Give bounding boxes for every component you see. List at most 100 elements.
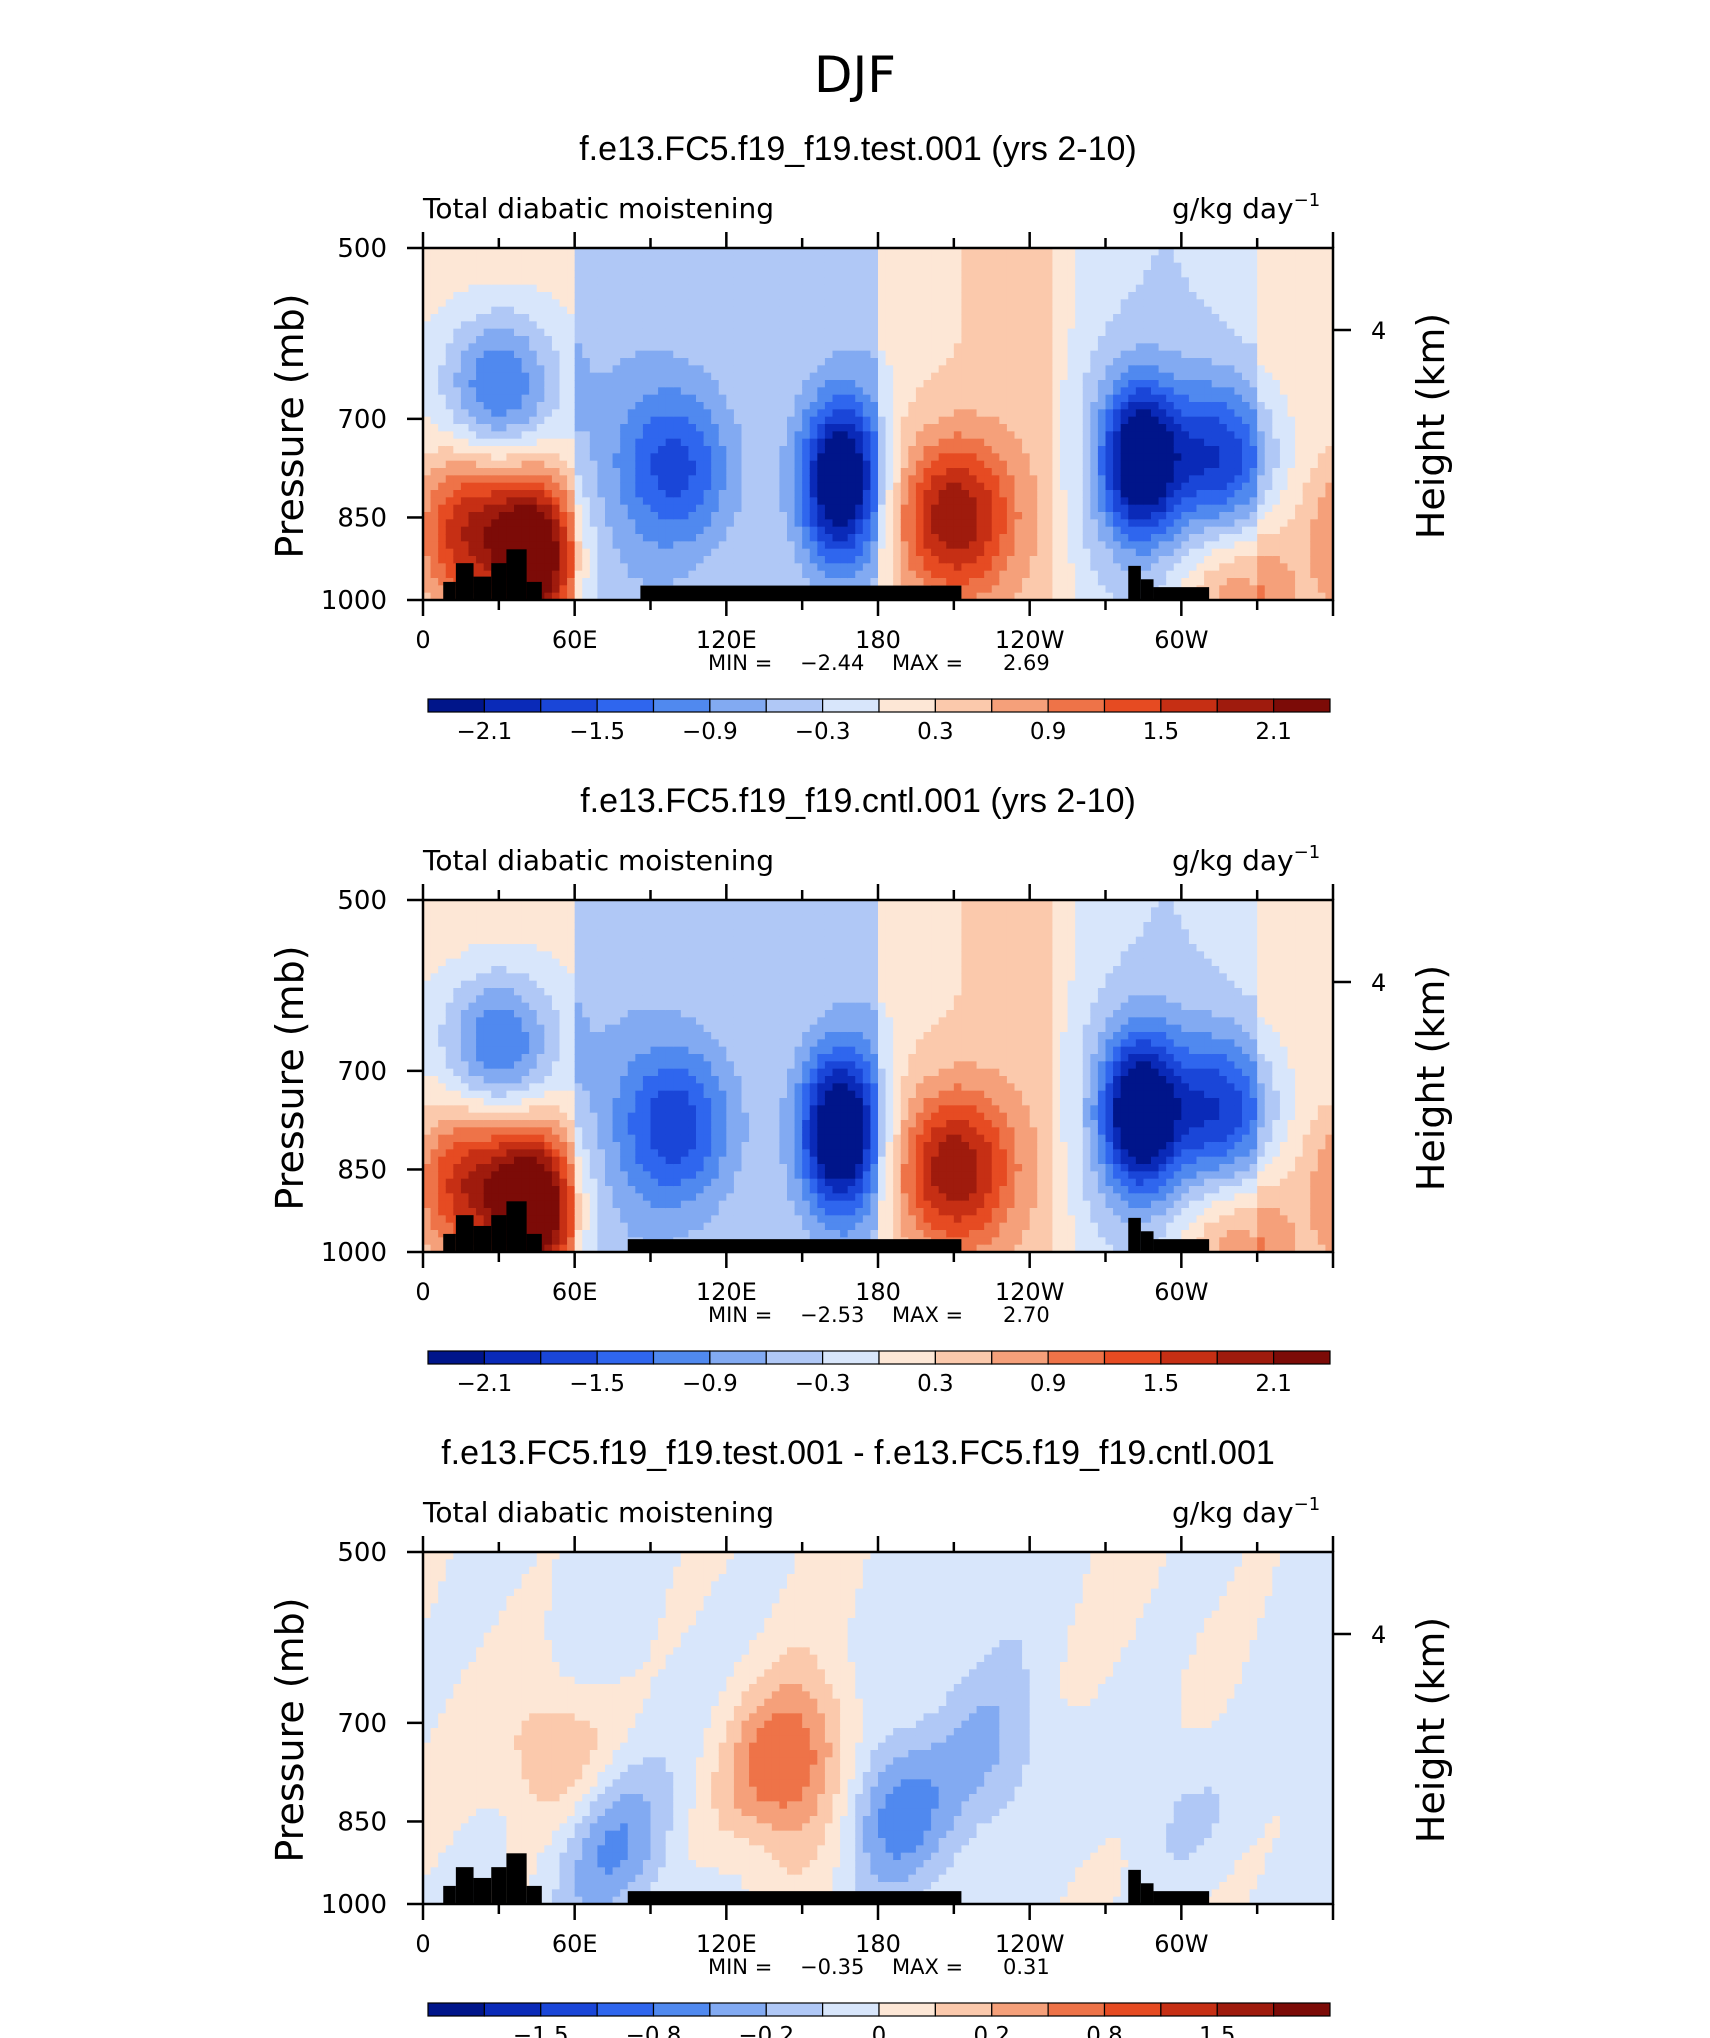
- field-cell: [878, 468, 887, 476]
- field-cell: [1097, 592, 1107, 601]
- field-cell: [1090, 475, 1099, 484]
- field-cell: [468, 519, 477, 528]
- field-cell: [771, 306, 781, 315]
- field-cell: [1105, 350, 1114, 359]
- field-cell: [1113, 394, 1122, 403]
- field-cell: [999, 512, 1008, 520]
- field-cell: [1060, 277, 1069, 286]
- field-cell: [976, 255, 985, 264]
- field-cell: [862, 321, 872, 330]
- field-cell: [908, 306, 917, 315]
- field-cell: [794, 248, 803, 256]
- field-cell: [506, 402, 515, 410]
- field-cell: [764, 387, 773, 396]
- field-cell: [1166, 438, 1175, 447]
- field-cell: [1113, 284, 1122, 293]
- field-cell: [1196, 343, 1205, 352]
- field-cell: [551, 460, 561, 469]
- field-cell: [476, 387, 485, 396]
- field-cell: [976, 336, 985, 344]
- field-cell: [453, 453, 462, 462]
- field-cell: [1204, 482, 1213, 491]
- field-cell: [946, 270, 955, 278]
- field-cell: [969, 292, 978, 300]
- field-cell: [938, 321, 947, 330]
- field-cell: [862, 277, 872, 286]
- field-cell: [809, 328, 818, 337]
- field-cell: [953, 350, 963, 359]
- field-cell: [855, 262, 864, 271]
- field-cell: [1060, 548, 1069, 557]
- field-cell: [491, 350, 500, 359]
- field-cell: [491, 328, 500, 337]
- field-cell: [696, 453, 705, 462]
- field-cell: [1120, 541, 1129, 550]
- field-cell: [1022, 563, 1031, 572]
- field-cell: [635, 321, 644, 330]
- field-cell: [1052, 409, 1061, 418]
- field-cell: [878, 394, 887, 403]
- field-cell: [438, 255, 447, 264]
- field-cell: [544, 446, 553, 454]
- field-cell: [991, 482, 1000, 491]
- field-cell: [551, 372, 561, 381]
- field-cell: [711, 431, 720, 440]
- field-cell: [635, 585, 644, 594]
- field-cell: [900, 343, 909, 352]
- field-cell: [529, 512, 538, 520]
- field-cell: [908, 365, 917, 374]
- field-cell: [824, 431, 834, 440]
- field-cell: [483, 306, 492, 315]
- field-cell: [984, 358, 993, 366]
- field-cell: [476, 453, 485, 462]
- field-cell: [476, 570, 485, 579]
- field-cell: [582, 424, 591, 432]
- field-cell: [953, 431, 963, 440]
- field-cell: [529, 409, 538, 418]
- field-cell: [779, 475, 788, 484]
- field-cell: [1067, 343, 1076, 352]
- field-cell: [1158, 299, 1167, 308]
- field-cell: [953, 504, 963, 513]
- field-cell: [453, 255, 462, 264]
- field-cell: [900, 321, 909, 330]
- field-cell: [673, 284, 682, 293]
- field-cell: [885, 409, 894, 418]
- field-cell: [870, 416, 879, 425]
- field-cell: [438, 387, 447, 396]
- field-cell: [1166, 424, 1175, 432]
- field-cell: [620, 255, 629, 264]
- field-cell: [1052, 358, 1061, 366]
- field-cell: [991, 424, 1000, 432]
- field-cell: [832, 321, 841, 330]
- field-cell: [673, 387, 682, 396]
- field-cell: [794, 475, 803, 484]
- field-cell: [1173, 468, 1182, 476]
- field-cell: [476, 248, 485, 256]
- field-cell: [605, 519, 614, 528]
- field-cell: [931, 409, 940, 418]
- field-cell: [832, 328, 841, 337]
- field-cell: [635, 468, 644, 476]
- field-cell: [1022, 556, 1031, 564]
- field-cell: [794, 541, 803, 550]
- field-cell: [1060, 306, 1069, 315]
- field-cell: [817, 394, 826, 403]
- field-cell: [779, 365, 788, 374]
- field-cell: [483, 475, 492, 484]
- field-cell: [544, 541, 553, 550]
- field-cell: [1014, 284, 1023, 293]
- field-cell: [908, 284, 917, 293]
- field-cell: [589, 409, 599, 418]
- field-cell: [915, 306, 925, 315]
- field-cell: [430, 255, 439, 264]
- field-cell: [787, 541, 796, 550]
- field-cell: [665, 504, 674, 513]
- field-cell: [1090, 431, 1099, 440]
- field-cell: [779, 402, 788, 410]
- field-cell: [1029, 277, 1038, 286]
- field-cell: [824, 358, 834, 366]
- field-cell: [620, 343, 629, 352]
- field-cell: [824, 541, 834, 550]
- field-cell: [756, 468, 765, 476]
